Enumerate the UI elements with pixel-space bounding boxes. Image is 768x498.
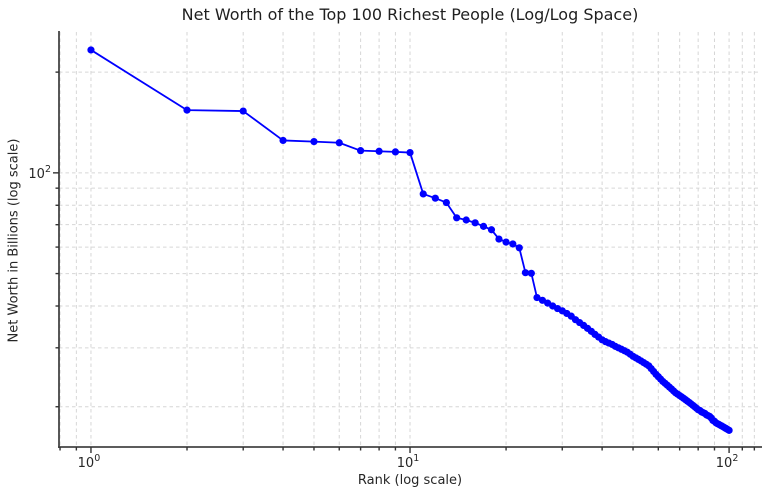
data-point xyxy=(87,46,95,54)
data-point xyxy=(419,190,427,198)
data-point xyxy=(375,147,383,155)
gridlines xyxy=(59,32,761,447)
tick-label: 102 xyxy=(28,164,51,182)
data-point xyxy=(495,235,503,243)
data-point xyxy=(533,293,541,302)
tick-label: 102 xyxy=(716,453,739,471)
data-point xyxy=(502,238,510,246)
data-point xyxy=(479,222,488,230)
data-point xyxy=(335,139,343,147)
tick-label: 100 xyxy=(78,453,101,471)
tick-labels: 100 101 102 102 xyxy=(28,164,738,471)
data-point xyxy=(431,194,439,202)
data-point xyxy=(487,226,496,234)
data-point xyxy=(527,269,535,277)
data-point xyxy=(357,147,365,155)
data-points xyxy=(87,46,733,434)
tick-label: 101 xyxy=(397,453,420,471)
data-point xyxy=(509,240,517,248)
data-point xyxy=(391,148,400,156)
data-point xyxy=(725,426,733,434)
chart-title: Net Worth of the Top 100 Richest People … xyxy=(181,5,639,24)
data-point xyxy=(279,136,287,145)
data-point xyxy=(462,216,470,224)
data-point xyxy=(442,198,450,207)
data-point xyxy=(310,137,318,146)
tick-marks xyxy=(53,71,756,453)
data-point xyxy=(471,219,479,227)
data-point xyxy=(453,214,461,222)
data-point xyxy=(239,107,247,115)
data-point xyxy=(515,244,523,252)
data-point xyxy=(521,269,530,277)
data-point xyxy=(406,148,414,157)
data-point xyxy=(183,106,191,114)
x-axis-label: Rank (log scale) xyxy=(357,473,463,488)
